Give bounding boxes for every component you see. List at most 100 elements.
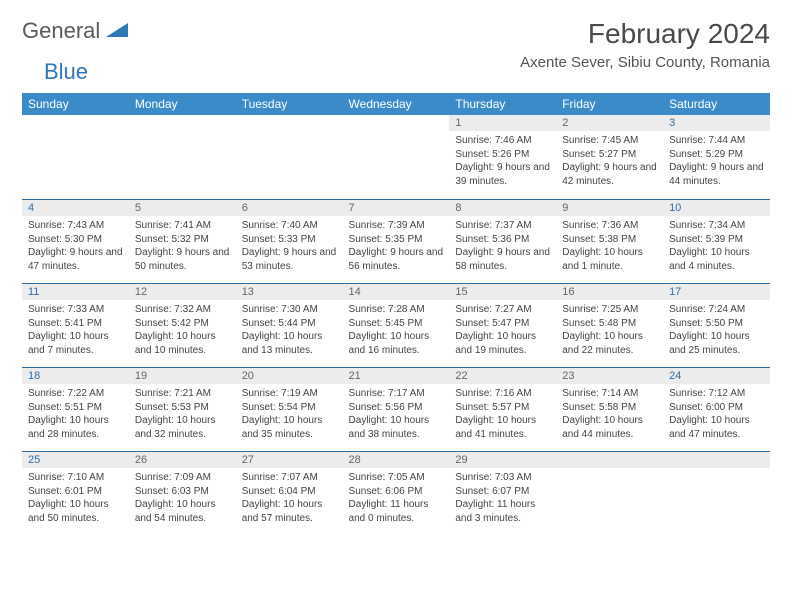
sunset-line: Sunset: 5:32 PM [135, 233, 230, 247]
calendar-day: 29Sunrise: 7:03 AMSunset: 6:07 PMDayligh… [449, 451, 556, 535]
calendar-day: 13Sunrise: 7:30 AMSunset: 5:44 PMDayligh… [236, 283, 343, 367]
calendar-day: 22Sunrise: 7:16 AMSunset: 5:57 PMDayligh… [449, 367, 556, 451]
daylight-line: Daylight: 10 hours and 25 minutes. [669, 330, 764, 357]
sunrise-line: Sunrise: 7:27 AM [455, 303, 550, 317]
sunrise-line: Sunrise: 7:28 AM [349, 303, 444, 317]
daylight-line: Daylight: 10 hours and 57 minutes. [242, 498, 337, 525]
sunrise-line: Sunrise: 7:30 AM [242, 303, 337, 317]
day-number: 6 [236, 199, 343, 216]
day-details: Sunrise: 7:05 AMSunset: 6:06 PMDaylight:… [343, 468, 450, 529]
day-number: 10 [663, 199, 770, 216]
day-number: 9 [556, 199, 663, 216]
sunset-line: Sunset: 5:57 PM [455, 401, 550, 415]
sunset-line: Sunset: 5:33 PM [242, 233, 337, 247]
sunrise-line: Sunrise: 7:03 AM [455, 471, 550, 485]
sunrise-line: Sunrise: 7:41 AM [135, 219, 230, 233]
day-details: Sunrise: 7:22 AMSunset: 5:51 PMDaylight:… [22, 384, 129, 445]
title-block: February 2024 Axente Sever, Sibiu County… [520, 18, 770, 71]
daylight-line: Daylight: 9 hours and 44 minutes. [669, 161, 764, 188]
sunrise-line: Sunrise: 7:32 AM [135, 303, 230, 317]
sunset-line: Sunset: 5:44 PM [242, 317, 337, 331]
weekday-header: Tuesday [236, 93, 343, 115]
weekday-header: Sunday [22, 93, 129, 115]
calendar-day: 24Sunrise: 7:12 AMSunset: 6:00 PMDayligh… [663, 367, 770, 451]
day-details: Sunrise: 7:34 AMSunset: 5:39 PMDaylight:… [663, 216, 770, 277]
day-details: Sunrise: 7:44 AMSunset: 5:29 PMDaylight:… [663, 131, 770, 192]
day-number: 22 [449, 367, 556, 384]
calendar-day: 23Sunrise: 7:14 AMSunset: 5:58 PMDayligh… [556, 367, 663, 451]
calendar-empty [663, 451, 770, 535]
calendar-day: 11Sunrise: 7:33 AMSunset: 5:41 PMDayligh… [22, 283, 129, 367]
sunset-line: Sunset: 5:35 PM [349, 233, 444, 247]
sunrise-line: Sunrise: 7:37 AM [455, 219, 550, 233]
sunrise-line: Sunrise: 7:33 AM [28, 303, 123, 317]
calendar-empty [343, 115, 450, 199]
daylight-line: Daylight: 10 hours and 1 minute. [562, 246, 657, 273]
sunset-line: Sunset: 5:29 PM [669, 148, 764, 162]
sunrise-line: Sunrise: 7:25 AM [562, 303, 657, 317]
sunset-line: Sunset: 6:07 PM [455, 485, 550, 499]
sunset-line: Sunset: 5:48 PM [562, 317, 657, 331]
sunrise-line: Sunrise: 7:36 AM [562, 219, 657, 233]
calendar-day: 1Sunrise: 7:46 AMSunset: 5:26 PMDaylight… [449, 115, 556, 199]
calendar-day: 21Sunrise: 7:17 AMSunset: 5:56 PMDayligh… [343, 367, 450, 451]
day-number: 2 [556, 115, 663, 131]
sunrise-line: Sunrise: 7:39 AM [349, 219, 444, 233]
sunset-line: Sunset: 5:42 PM [135, 317, 230, 331]
sunset-line: Sunset: 5:30 PM [28, 233, 123, 247]
calendar-body: 1Sunrise: 7:46 AMSunset: 5:26 PMDaylight… [22, 115, 770, 535]
sunset-line: Sunset: 5:53 PM [135, 401, 230, 415]
day-number: 18 [22, 367, 129, 384]
sunrise-line: Sunrise: 7:45 AM [562, 134, 657, 148]
day-details: Sunrise: 7:09 AMSunset: 6:03 PMDaylight:… [129, 468, 236, 529]
weekday-header: Monday [129, 93, 236, 115]
day-details: Sunrise: 7:28 AMSunset: 5:45 PMDaylight:… [343, 300, 450, 361]
sunset-line: Sunset: 5:50 PM [669, 317, 764, 331]
calendar-day: 27Sunrise: 7:07 AMSunset: 6:04 PMDayligh… [236, 451, 343, 535]
daylight-line: Daylight: 11 hours and 0 minutes. [349, 498, 444, 525]
empty-day-strip [556, 451, 663, 468]
weekday-header: Friday [556, 93, 663, 115]
sunrise-line: Sunrise: 7:09 AM [135, 471, 230, 485]
calendar-day: 14Sunrise: 7:28 AMSunset: 5:45 PMDayligh… [343, 283, 450, 367]
calendar-day: 9 Sunrise: 7:36 AMSunset: 5:38 PMDaylight… [556, 199, 663, 283]
day-number: 12 [129, 283, 236, 300]
calendar-day: 28Sunrise: 7:05 AMSunset: 6:06 PMDayligh… [343, 451, 450, 535]
day-details: Sunrise: 7:14 AMSunset: 5:58 PMDaylight:… [556, 384, 663, 445]
daylight-line: Daylight: 9 hours and 42 minutes. [562, 161, 657, 188]
sunset-line: Sunset: 5:27 PM [562, 148, 657, 162]
day-number: 7 [343, 199, 450, 216]
sunset-line: Sunset: 6:00 PM [669, 401, 764, 415]
sunrise-line: Sunrise: 7:07 AM [242, 471, 337, 485]
sunset-line: Sunset: 5:38 PM [562, 233, 657, 247]
month-title: February 2024 [520, 18, 770, 50]
sunset-line: Sunset: 6:04 PM [242, 485, 337, 499]
sunset-line: Sunset: 5:51 PM [28, 401, 123, 415]
sunset-line: Sunset: 5:56 PM [349, 401, 444, 415]
sunset-line: Sunset: 5:45 PM [349, 317, 444, 331]
sunrise-line: Sunrise: 7:16 AM [455, 387, 550, 401]
day-number: 21 [343, 367, 450, 384]
daylight-line: Daylight: 9 hours and 56 minutes. [349, 246, 444, 273]
day-details: Sunrise: 7:40 AMSunset: 5:33 PMDaylight:… [236, 216, 343, 277]
calendar-day: 2 Sunrise: 7:45 AMSunset: 5:27 PMDaylight… [556, 115, 663, 199]
weekday-header: Saturday [663, 93, 770, 115]
calendar-day: 20Sunrise: 7:19 AMSunset: 5:54 PMDayligh… [236, 367, 343, 451]
calendar-table: SundayMondayTuesdayWednesdayThursdayFrid… [22, 93, 770, 535]
calendar-day: 6Sunrise: 7:40 AMSunset: 5:33 PMDaylight… [236, 199, 343, 283]
daylight-line: Daylight: 10 hours and 19 minutes. [455, 330, 550, 357]
day-details: Sunrise: 7:39 AMSunset: 5:35 PMDaylight:… [343, 216, 450, 277]
calendar-head: SundayMondayTuesdayWednesdayThursdayFrid… [22, 93, 770, 115]
day-details: Sunrise: 7:41 AMSunset: 5:32 PMDaylight:… [129, 216, 236, 277]
day-number: 8 [449, 199, 556, 216]
calendar-day: 26Sunrise: 7:09 AMSunset: 6:03 PMDayligh… [129, 451, 236, 535]
calendar-day: 25Sunrise: 7:10 AMSunset: 6:01 PMDayligh… [22, 451, 129, 535]
calendar-day: 18Sunrise: 7:22 AMSunset: 5:51 PMDayligh… [22, 367, 129, 451]
day-number: 28 [343, 451, 450, 468]
sunrise-line: Sunrise: 7:43 AM [28, 219, 123, 233]
day-number: 26 [129, 451, 236, 468]
day-details: Sunrise: 7:43 AMSunset: 5:30 PMDaylight:… [22, 216, 129, 277]
day-details: Sunrise: 7:25 AMSunset: 5:48 PMDaylight:… [556, 300, 663, 361]
day-number: 29 [449, 451, 556, 468]
day-details: Sunrise: 7:32 AMSunset: 5:42 PMDaylight:… [129, 300, 236, 361]
